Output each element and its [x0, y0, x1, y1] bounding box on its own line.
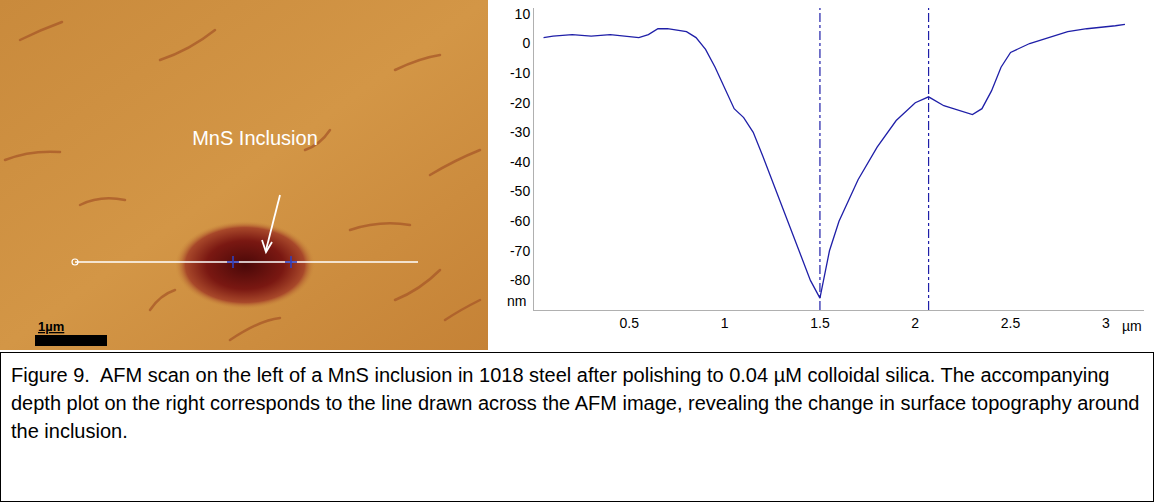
- svg-text:2.5: 2.5: [1001, 315, 1021, 331]
- svg-text:0: 0: [522, 35, 530, 51]
- svg-text:MnS Inclusion: MnS Inclusion: [192, 127, 318, 149]
- svg-text:1µm: 1µm: [38, 319, 64, 334]
- svg-text:10: 10: [515, 6, 531, 22]
- html-text:Figure 9. AFM scan on the left: Figure 9. AFM scan on the left of a MnS …: [11, 364, 1145, 442]
- svg-text:-30: -30: [510, 124, 530, 140]
- svg-text:-70: -70: [510, 243, 530, 259]
- svg-text:-10: -10: [510, 65, 530, 81]
- svg-text:nm: nm: [507, 293, 526, 309]
- svg-text:-20: -20: [510, 95, 530, 111]
- svg-text:-60: -60: [510, 213, 530, 229]
- svg-text:1: 1: [721, 315, 729, 331]
- svg-text:-40: -40: [510, 154, 530, 170]
- svg-text:2: 2: [911, 315, 919, 331]
- svg-text:µm: µm: [1122, 318, 1142, 334]
- svg-text:0.5: 0.5: [620, 315, 640, 331]
- svg-text:-50: -50: [510, 183, 530, 199]
- svg-text:1.5: 1.5: [810, 315, 830, 331]
- svg-text:3: 3: [1102, 315, 1110, 331]
- svg-text:-80: -80: [510, 272, 530, 288]
